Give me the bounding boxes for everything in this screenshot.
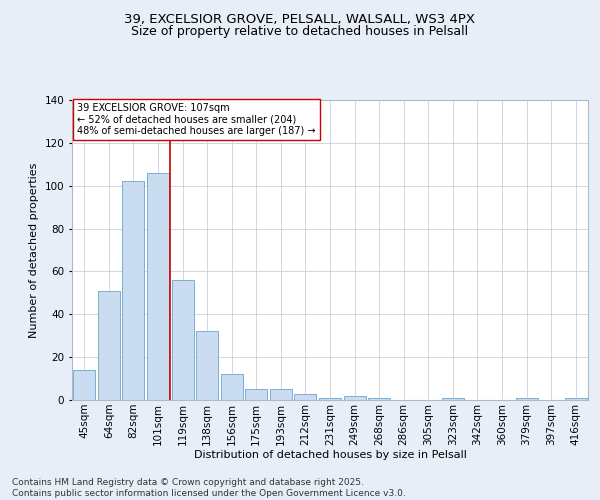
Text: Size of property relative to detached houses in Pelsall: Size of property relative to detached ho… — [131, 25, 469, 38]
Bar — [344, 396, 365, 400]
Bar — [122, 182, 145, 400]
Bar — [515, 398, 538, 400]
Bar — [295, 394, 316, 400]
Bar — [196, 332, 218, 400]
Bar — [270, 390, 292, 400]
Bar — [221, 374, 243, 400]
Text: 39, EXCELSIOR GROVE, PELSALL, WALSALL, WS3 4PX: 39, EXCELSIOR GROVE, PELSALL, WALSALL, W… — [125, 12, 476, 26]
Text: Contains HM Land Registry data © Crown copyright and database right 2025.
Contai: Contains HM Land Registry data © Crown c… — [12, 478, 406, 498]
X-axis label: Distribution of detached houses by size in Pelsall: Distribution of detached houses by size … — [194, 450, 466, 460]
Bar — [368, 398, 390, 400]
Text: 39 EXCELSIOR GROVE: 107sqm
← 52% of detached houses are smaller (204)
48% of sem: 39 EXCELSIOR GROVE: 107sqm ← 52% of deta… — [77, 103, 316, 136]
Bar — [442, 398, 464, 400]
Y-axis label: Number of detached properties: Number of detached properties — [29, 162, 39, 338]
Bar — [319, 398, 341, 400]
Bar — [147, 173, 169, 400]
Bar — [98, 290, 120, 400]
Bar — [565, 398, 587, 400]
Bar — [245, 390, 268, 400]
Bar — [172, 280, 194, 400]
Bar — [73, 370, 95, 400]
